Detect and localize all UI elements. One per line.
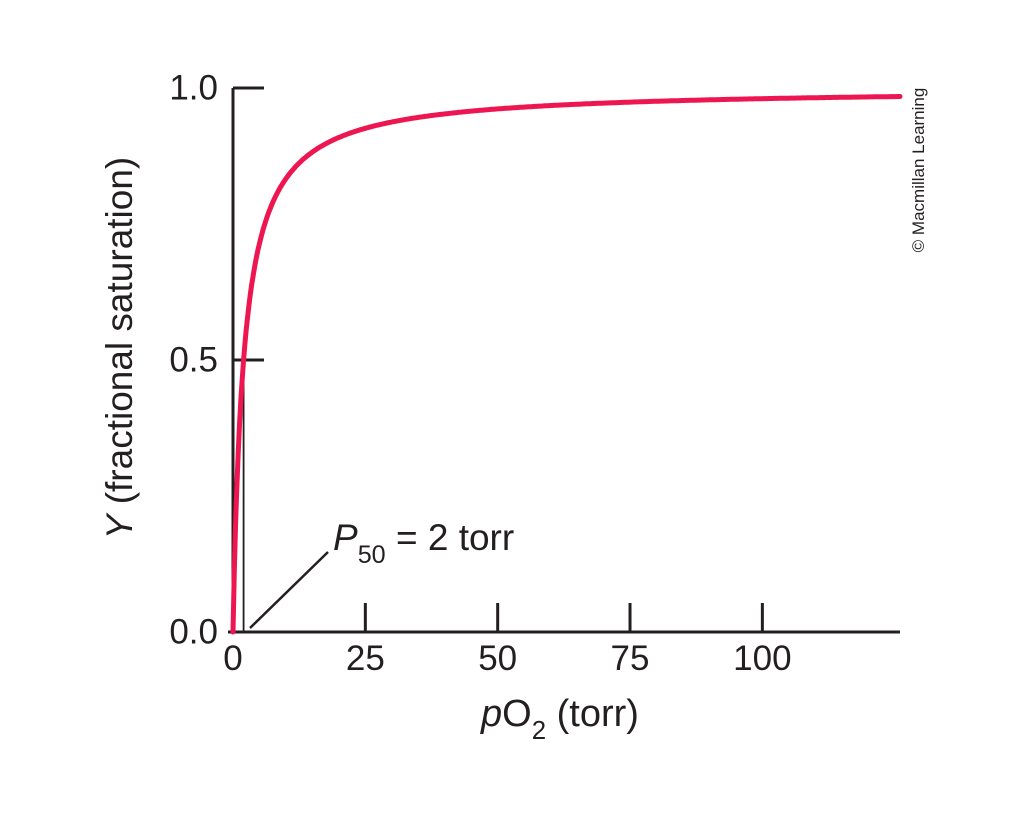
x-tick-label: 100 (733, 639, 792, 678)
p50-value-text: = 2 torr (385, 517, 515, 558)
y-axis-title-text: (fractional saturation) (99, 156, 140, 515)
x-tick-label: 75 (610, 639, 650, 678)
saturation-curve (230, 94, 903, 635)
x-axis-unit: (torr) (546, 693, 639, 735)
x-axis-subscript: 2 (531, 717, 547, 746)
y-axis-symbol: Y (99, 514, 140, 540)
x-tick-label: 50 (478, 639, 518, 678)
annotation-pointer-line (249, 551, 329, 629)
copyright-credit: © Macmillan Learning (909, 87, 928, 253)
y-tick-label: 0.0 (169, 612, 218, 652)
x-axis-title: pO2 (torr) (410, 692, 710, 744)
p50-symbol: P (333, 517, 358, 558)
x-axis-symbol: p (481, 693, 503, 735)
y-tick-label: 0.5 (169, 340, 218, 380)
y-tick-label: 1.0 (169, 68, 218, 108)
x-tick-label: 25 (345, 639, 385, 678)
y-axis-title: Y (fractional saturation) (99, 108, 141, 588)
y-axis-ticks (233, 86, 264, 362)
p50-annotation: P50 = 2 torr (333, 516, 515, 567)
p50-subscript: 50 (357, 540, 386, 569)
x-tick-label: 0 (223, 639, 243, 678)
x-axis-ticks (363, 603, 764, 632)
x-axis-main: O (502, 693, 532, 735)
